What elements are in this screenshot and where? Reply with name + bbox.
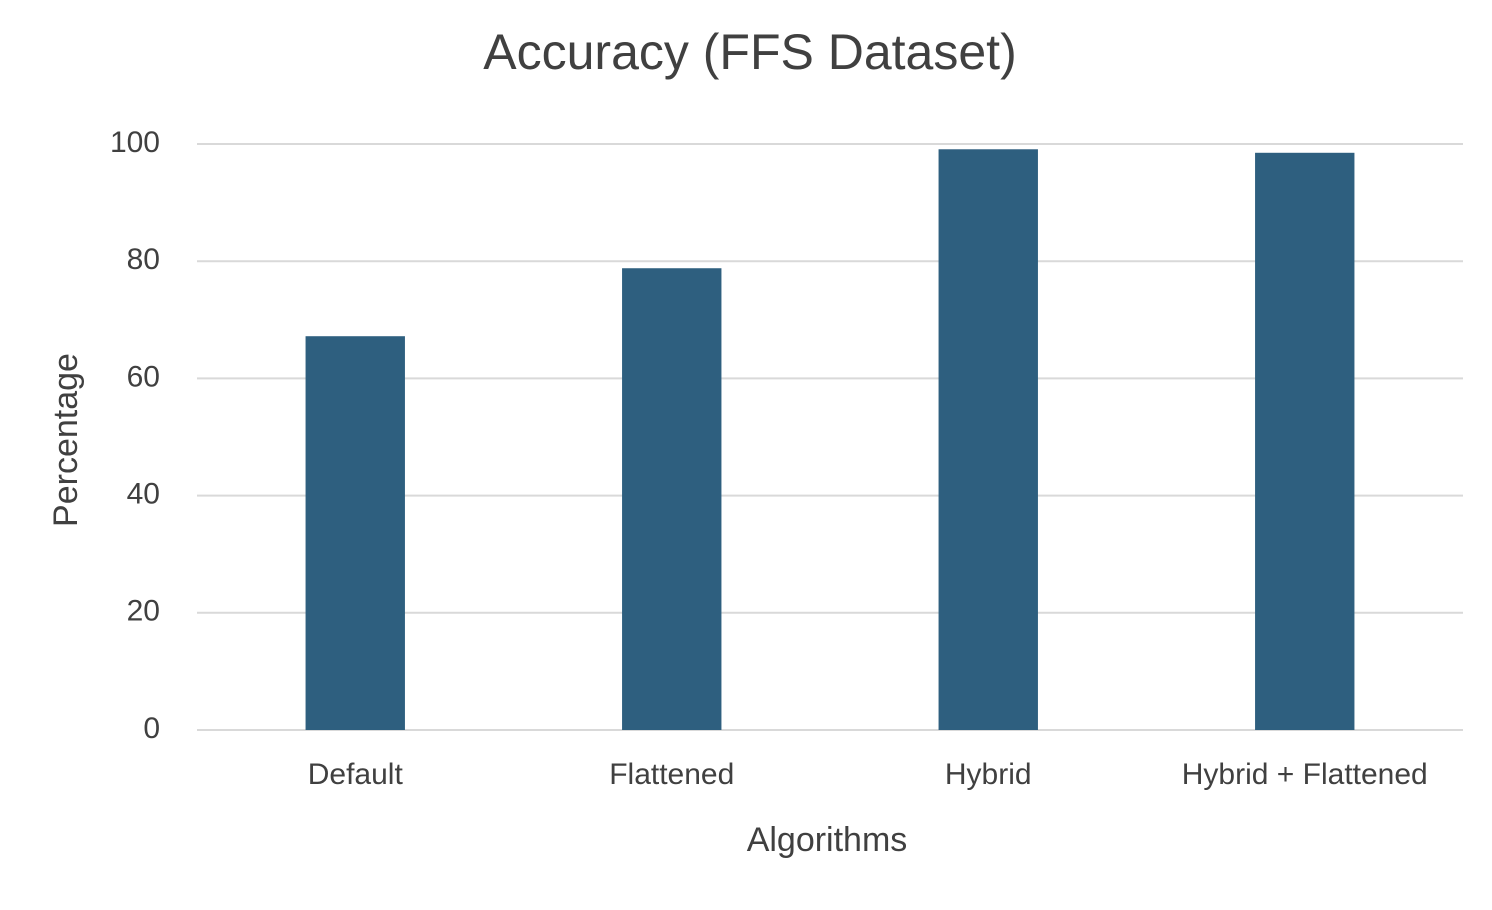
x-tick-label: Hybrid + Flattened	[1182, 758, 1428, 791]
y-tick-label: 60	[127, 360, 160, 393]
y-tick-label: 80	[127, 243, 160, 276]
bar	[305, 336, 405, 730]
y-tick-label: 100	[110, 126, 160, 159]
x-tick-label: Flattened	[609, 758, 734, 791]
chart-title: Accuracy (FFS Dataset)	[483, 24, 1016, 80]
bar	[1255, 152, 1355, 731]
x-tick-label: Default	[308, 758, 404, 791]
x-axis-label: Algorithms	[747, 821, 908, 859]
x-tick-label: Hybrid	[945, 758, 1032, 791]
bar	[622, 268, 722, 730]
y-tick-label: 20	[127, 595, 160, 628]
y-tick-label: 0	[143, 712, 160, 745]
y-tick-label: 40	[127, 478, 160, 511]
y-axis-label: Percentage	[47, 353, 85, 527]
bar	[938, 149, 1038, 731]
